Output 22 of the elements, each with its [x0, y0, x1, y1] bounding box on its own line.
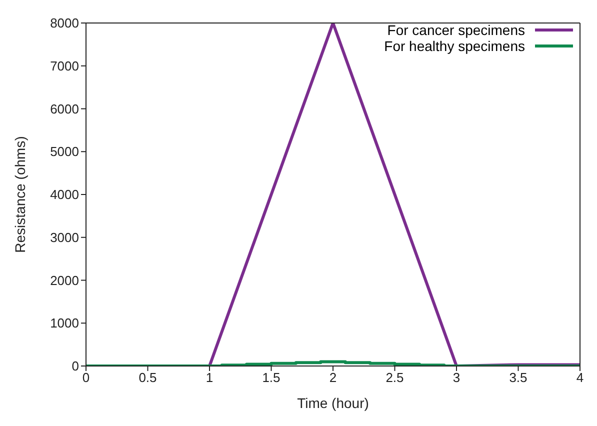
x-tick-label: 2.5 [386, 370, 404, 386]
x-tick-label: 3 [452, 370, 460, 386]
y-tick-label: 0 [72, 358, 79, 374]
x-tick-label: 0.5 [138, 370, 157, 386]
x-tick-label: 4 [576, 370, 584, 386]
x-tick-label: 2 [329, 370, 337, 386]
x-tick-label: 1 [206, 370, 214, 386]
x-tick-label: 1.5 [262, 370, 280, 386]
y-axis-title: Resistance (ohms) [12, 136, 28, 253]
legend-label: For healthy specimens [384, 38, 525, 54]
y-tick-label: 2000 [50, 272, 79, 288]
x-tick-label: 3.5 [509, 370, 528, 386]
x-axis-title: Time (hour) [297, 395, 369, 411]
y-tick-label: 1000 [50, 316, 79, 331]
y-tick-label: 3000 [50, 230, 79, 245]
legend-label: For cancer specimens [387, 22, 525, 38]
y-tick-label: 7000 [50, 58, 79, 74]
x-tick-label: 0 [82, 370, 90, 386]
y-tick-label: 4000 [50, 187, 79, 202]
y-tick-label: 6000 [50, 101, 79, 116]
y-tick-label: 5000 [50, 144, 79, 160]
y-tick-label: 8000 [50, 16, 79, 31]
